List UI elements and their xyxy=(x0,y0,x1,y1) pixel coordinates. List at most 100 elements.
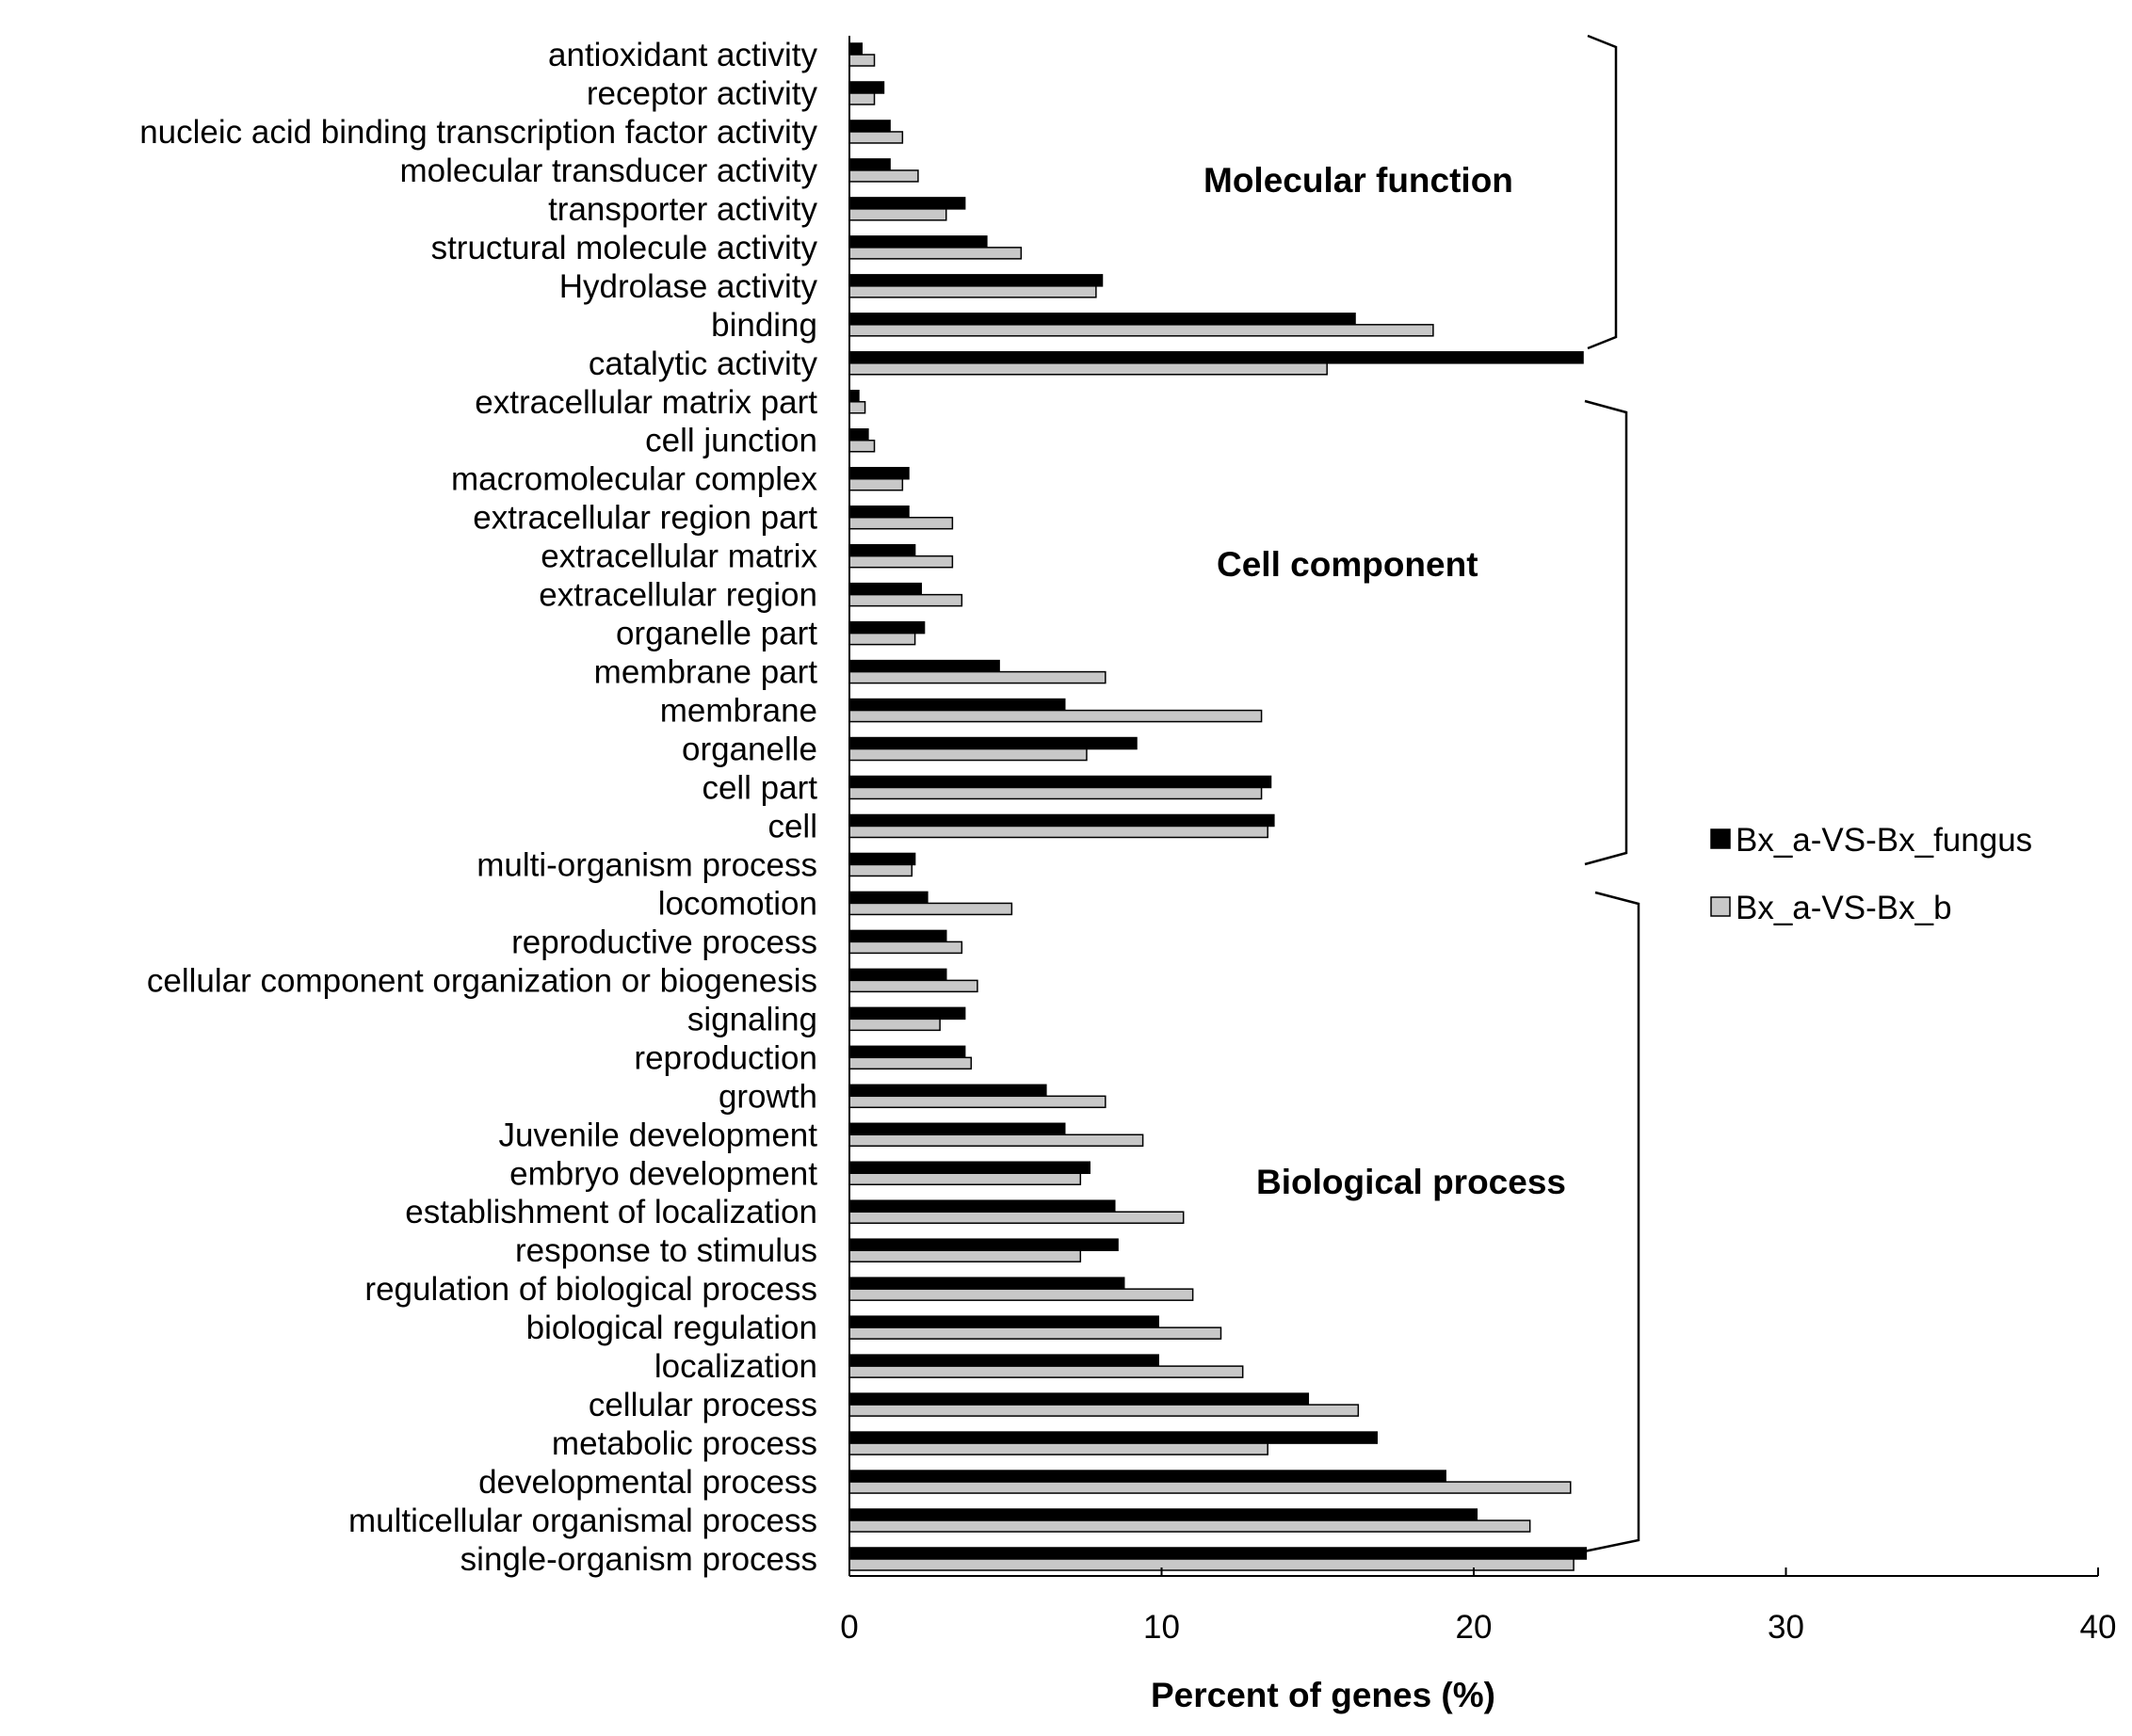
bar-b xyxy=(848,786,1263,800)
bar-fungus xyxy=(848,1084,1047,1098)
bar-b xyxy=(848,632,916,646)
category-label: growth xyxy=(719,1078,817,1115)
bar-b xyxy=(848,208,947,221)
axes-layer xyxy=(848,36,2098,1577)
bar-b xyxy=(848,670,1106,684)
category-label: extracellular region xyxy=(539,577,817,614)
category-label: regulation of biological process xyxy=(364,1271,817,1308)
group-bracket-layer: Molecular function Cell component Biologic… xyxy=(1203,34,1640,1553)
category-label: metabolic process xyxy=(552,1425,817,1462)
bar-fungus xyxy=(848,1470,1446,1483)
x-tick-label: 40 xyxy=(2080,1609,2117,1646)
bar-b xyxy=(848,1056,973,1070)
bar-fungus xyxy=(848,120,891,133)
bar-b xyxy=(848,1018,941,1032)
category-label: binding xyxy=(711,307,817,344)
category-label: molecular transducer activity xyxy=(400,153,818,189)
bar-b xyxy=(848,324,1434,337)
category-label: extracellular matrix part xyxy=(475,384,817,421)
bar-fungus xyxy=(848,1431,1378,1444)
category-label: establishment of localization xyxy=(405,1194,817,1230)
bar-b xyxy=(848,1519,1531,1533)
bar-b xyxy=(848,362,1328,376)
bar-fungus xyxy=(848,1547,1588,1560)
bar-fungus xyxy=(848,466,910,480)
bar-fungus xyxy=(848,813,1275,828)
bar-b xyxy=(848,477,904,491)
bar-fungus xyxy=(848,1122,1066,1136)
category-label: membrane part xyxy=(594,654,818,691)
bar-fungus xyxy=(848,81,885,94)
category-label: reproduction xyxy=(634,1039,817,1076)
category-label: cell part xyxy=(702,770,817,807)
legend-label-fungus: Bx_a-VS-Bx_fungus xyxy=(1736,822,2032,859)
bar-fungus xyxy=(848,351,1584,364)
x-tick-label: 30 xyxy=(1768,1609,1804,1646)
category-label: locomotion xyxy=(658,885,817,922)
category-label: extracellular region part xyxy=(473,500,817,537)
category-label: reproductive process xyxy=(511,924,817,960)
bar-b xyxy=(848,131,904,144)
bar-fungus xyxy=(848,1045,966,1059)
bar-b xyxy=(848,709,1263,723)
category-label: structural molecule activity xyxy=(431,230,818,266)
bar-b xyxy=(848,825,1268,839)
bar-fungus xyxy=(848,1315,1159,1328)
x-tick-layer: 0 10 20 30 40 xyxy=(840,1567,2116,1646)
category-label: developmental process xyxy=(478,1464,817,1501)
bar-b xyxy=(848,1172,1082,1186)
bar-fungus xyxy=(848,852,916,866)
bar-b xyxy=(848,1288,1194,1301)
bar-fungus xyxy=(848,775,1272,789)
bar-fungus xyxy=(848,1006,966,1021)
bar-b xyxy=(848,247,1023,260)
category-label: membrane xyxy=(660,693,817,730)
bar-fungus xyxy=(848,274,1104,287)
bar-b xyxy=(848,902,1013,916)
legend-swatch-b xyxy=(1710,896,1731,917)
bar-b xyxy=(848,54,876,67)
bar-b xyxy=(848,940,963,955)
category-label: catalytic activity xyxy=(589,346,818,382)
x-tick-label: 0 xyxy=(840,1609,858,1646)
group-label: Biological process xyxy=(1256,1163,1566,1201)
category-label: single-organism process xyxy=(460,1541,817,1578)
category-label: multi-organism process xyxy=(476,846,817,883)
bar-fungus xyxy=(848,1161,1091,1175)
category-label: nucleic acid binding transcription facto… xyxy=(139,114,817,151)
category-label: signaling xyxy=(687,1001,817,1037)
category-label: macromolecular complex xyxy=(451,461,818,498)
bar-b xyxy=(848,1133,1144,1148)
bar-b xyxy=(848,439,876,453)
bar-b xyxy=(848,1365,1244,1378)
group-bracket xyxy=(1587,34,1618,350)
category-label: cell xyxy=(767,808,817,844)
bar-b xyxy=(848,1249,1082,1262)
bar-fungus xyxy=(848,1277,1125,1290)
bar-fungus xyxy=(848,42,864,56)
bar-fungus xyxy=(848,427,869,442)
bar-layer xyxy=(848,42,1588,1571)
bar-fungus xyxy=(848,390,860,403)
bar-fungus xyxy=(848,235,988,249)
bar-b xyxy=(848,1095,1106,1109)
category-label: organelle part xyxy=(616,616,817,652)
group-bracket xyxy=(1584,399,1628,866)
category-label: receptor activity xyxy=(587,75,818,112)
category-label: antioxidant activity xyxy=(548,37,817,73)
bar-b xyxy=(848,747,1088,762)
category-label: extracellular matrix xyxy=(541,538,817,575)
bar-fungus xyxy=(848,659,1000,673)
bar-b xyxy=(848,1404,1360,1417)
bar-b xyxy=(848,1442,1268,1455)
category-label: Hydrolase activity xyxy=(559,268,818,305)
bar-fungus xyxy=(848,1392,1310,1406)
bar-fungus xyxy=(848,620,926,635)
category-label: response to stimulus xyxy=(515,1232,817,1269)
category-label: embryo development xyxy=(509,1155,817,1192)
bar-fungus xyxy=(848,968,947,982)
bar-fungus xyxy=(848,1508,1478,1521)
group-label: Cell component xyxy=(1217,545,1478,584)
